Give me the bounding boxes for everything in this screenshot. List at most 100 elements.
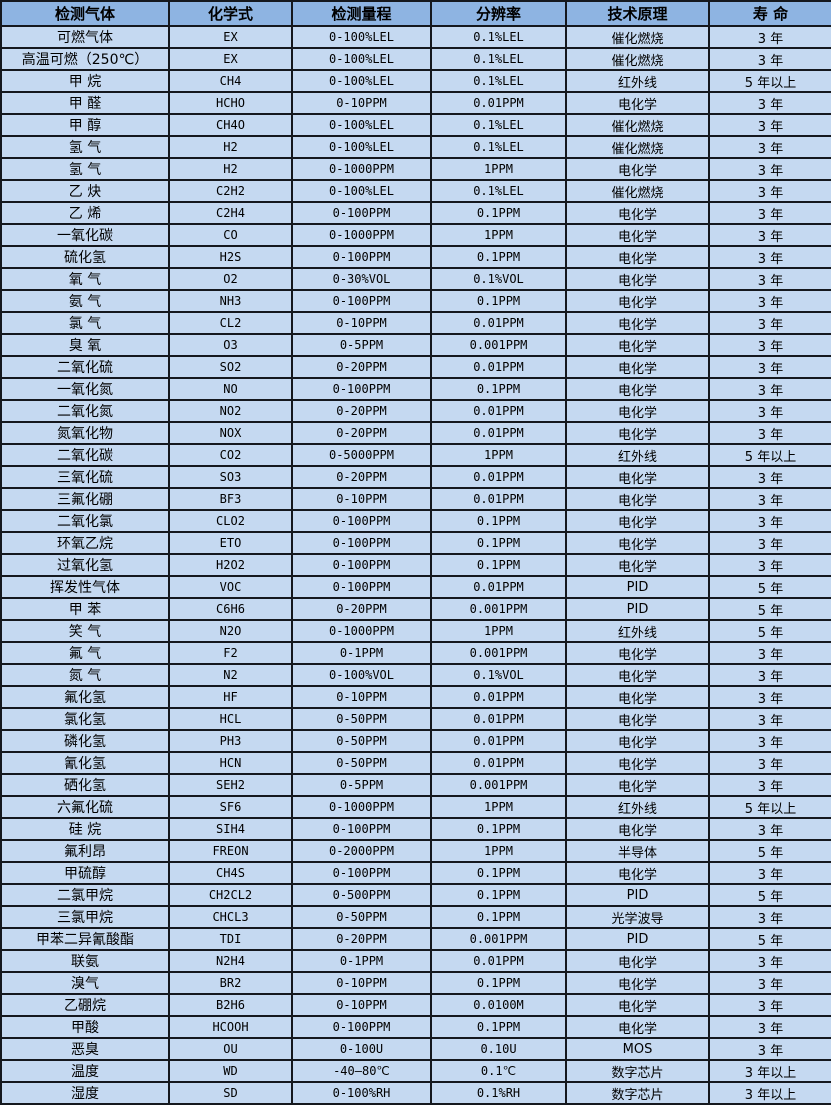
cell-formula: OU <box>168 1037 293 1061</box>
table-body: 可燃气体 EX 0-100%LEL 0.1%LEL 催化燃烧 3 年高温可燃（250℃） E… <box>0 25 831 1105</box>
table-row: 氧 气 O2 0-30%VOL 0.1%VOL 电化学 3 年 <box>0 267 831 291</box>
cell-formula: CH4S <box>168 861 293 885</box>
cell-formula: NOX <box>168 421 293 445</box>
cell-gas: 氧 气 <box>0 267 170 291</box>
cell-range: 0-100PPM <box>291 861 432 885</box>
cell-res: 0.1%LEL <box>430 179 567 203</box>
cell-formula: HCN <box>168 751 293 775</box>
cell-range: 0-1000PPM <box>291 795 432 819</box>
cell-res: 0.01PPM <box>430 355 567 379</box>
cell-range: 0-10PPM <box>291 993 432 1017</box>
cell-gas: 乙硼烷 <box>0 993 170 1017</box>
cell-life: 3 年 <box>708 135 831 159</box>
cell-tech: 电化学 <box>565 465 710 489</box>
cell-range: 0-10PPM <box>291 487 432 511</box>
cell-res: 0.1%VOL <box>430 267 567 291</box>
cell-life: 3 年 <box>708 157 831 181</box>
table-row: 恶臭 OU 0-100U 0.10U MOS 3 年 <box>0 1037 831 1061</box>
cell-tech: 红外线 <box>565 443 710 467</box>
cell-range: 0-50PPM <box>291 729 432 753</box>
cell-range: 0-100%LEL <box>291 113 432 137</box>
cell-tech: 电化学 <box>565 289 710 313</box>
table-row: 甲 烷 CH4 0-100%LEL 0.1%LEL 红外线 5 年以上 <box>0 69 831 93</box>
cell-tech: 电化学 <box>565 201 710 225</box>
cell-gas: 二氧化氮 <box>0 399 170 423</box>
cell-res: 0.1%LEL <box>430 113 567 137</box>
cell-tech: PID <box>565 597 710 621</box>
table-row: 湿度 SD 0-100%RH 0.1%RH 数字芯片 3 年以上 <box>0 1081 831 1105</box>
cell-life: 3 年 <box>708 311 831 335</box>
cell-tech: 催化燃烧 <box>565 113 710 137</box>
cell-formula: N2O <box>168 619 293 643</box>
cell-res: 0.10U <box>430 1037 567 1061</box>
cell-gas: 三氟化硼 <box>0 487 170 511</box>
cell-tech: 电化学 <box>565 553 710 577</box>
cell-life: 3 年 <box>708 1037 831 1061</box>
cell-gas: 溴气 <box>0 971 170 995</box>
cell-range: 0-100U <box>291 1037 432 1061</box>
cell-gas: 环氧乙烷 <box>0 531 170 555</box>
cell-res: 0.1PPM <box>430 905 567 929</box>
cell-formula: C2H2 <box>168 179 293 203</box>
cell-range: 0-5PPM <box>291 773 432 797</box>
cell-res: 0.0100M <box>430 993 567 1017</box>
cell-life: 3 年 <box>708 421 831 445</box>
cell-tech: 催化燃烧 <box>565 179 710 203</box>
cell-gas: 联氨 <box>0 949 170 973</box>
cell-res: 0.01PPM <box>430 949 567 973</box>
cell-formula: SF6 <box>168 795 293 819</box>
cell-formula: CO <box>168 223 293 247</box>
cell-formula: H2 <box>168 157 293 181</box>
cell-gas: 三氧化硫 <box>0 465 170 489</box>
cell-range: 0-100PPM <box>291 531 432 555</box>
cell-res: 0.1PPM <box>430 883 567 907</box>
cell-formula: EX <box>168 47 293 71</box>
cell-life: 3 年 <box>708 663 831 687</box>
cell-range: 0-1PPM <box>291 949 432 973</box>
cell-formula: O3 <box>168 333 293 357</box>
cell-life: 3 年 <box>708 91 831 115</box>
cell-range: 0-100%LEL <box>291 47 432 71</box>
cell-gas: 一氧化氮 <box>0 377 170 401</box>
cell-res: 1PPM <box>430 795 567 819</box>
cell-life: 3 年 <box>708 289 831 313</box>
cell-res: 0.1%LEL <box>430 25 567 49</box>
cell-formula: CL2 <box>168 311 293 335</box>
cell-range: 0-1PPM <box>291 641 432 665</box>
cell-life: 3 年 <box>708 531 831 555</box>
cell-res: 0.001PPM <box>430 927 567 951</box>
table-row: 过氧化氢 H2O2 0-100PPM 0.1PPM 电化学 3 年 <box>0 553 831 577</box>
cell-tech: 电化学 <box>565 1015 710 1039</box>
cell-formula: N2 <box>168 663 293 687</box>
cell-life: 3 年 <box>708 685 831 709</box>
table-row: 一氧化氮 NO 0-100PPM 0.1PPM 电化学 3 年 <box>0 377 831 401</box>
cell-formula: HF <box>168 685 293 709</box>
table-row: 二氯甲烷 CH2CL2 0-500PPM 0.1PPM PID 5 年 <box>0 883 831 907</box>
cell-res: 0.01PPM <box>430 421 567 445</box>
table-row: 甲酸 HCOOH 0-100PPM 0.1PPM 电化学 3 年 <box>0 1015 831 1039</box>
cell-tech: 电化学 <box>565 685 710 709</box>
cell-tech: 电化学 <box>565 663 710 687</box>
cell-tech: 电化学 <box>565 311 710 335</box>
cell-range: 0-50PPM <box>291 707 432 731</box>
cell-formula: CHCL3 <box>168 905 293 929</box>
cell-life: 3 年 <box>708 355 831 379</box>
cell-res: 0.1PPM <box>430 817 567 841</box>
cell-formula: CO2 <box>168 443 293 467</box>
table-row: 二氧化氯 CLO2 0-100PPM 0.1PPM 电化学 3 年 <box>0 509 831 533</box>
cell-gas: 氮氧化物 <box>0 421 170 445</box>
cell-life: 3 年 <box>708 773 831 797</box>
cell-tech: 电化学 <box>565 971 710 995</box>
cell-res: 0.1PPM <box>430 861 567 885</box>
cell-range: 0-100%LEL <box>291 179 432 203</box>
cell-life: 3 年 <box>708 487 831 511</box>
cell-gas: 甲苯二异氰酸酯 <box>0 927 170 951</box>
cell-res: 0.1PPM <box>430 553 567 577</box>
cell-formula: VOC <box>168 575 293 599</box>
table-row: 甲 醛 HCHO 0-10PPM 0.01PPM 电化学 3 年 <box>0 91 831 115</box>
cell-res: 0.01PPM <box>430 311 567 335</box>
cell-res: 1PPM <box>430 839 567 863</box>
cell-gas: 甲 醛 <box>0 91 170 115</box>
cell-gas: 臭 氧 <box>0 333 170 357</box>
cell-range: 0-50PPM <box>291 905 432 929</box>
